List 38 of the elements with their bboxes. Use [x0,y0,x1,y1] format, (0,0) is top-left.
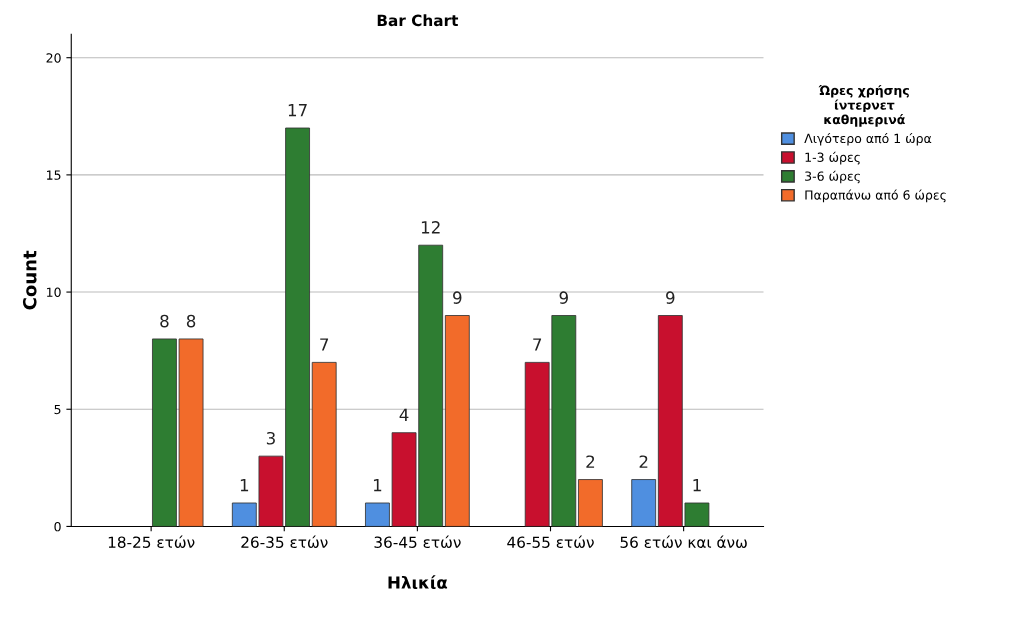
data-label: 17 [288,104,307,117]
data-label: 8 [160,314,169,328]
data-label: 2 [586,455,595,468]
legend-label: Λιγότερο από 1 ώρα [804,132,932,146]
y-tick-label: 20 [46,53,61,63]
y-tick-label: 10 [47,287,61,297]
data-label: 7 [533,338,542,351]
bar [631,479,657,527]
legend-label: 1-3 ώρες [805,151,860,165]
x-tick-label: 46-55 ετών [507,535,594,548]
y-tick-label: 15 [47,170,61,180]
legend-label: Παραπάνω από 6 ώρες [805,189,946,203]
x-tick-label: 18-25 ετών [108,535,195,548]
data-label: 7 [320,338,329,351]
y-tick-label: 0 [54,521,61,532]
chart-title: Bar Chart [377,14,459,27]
x-tick-label: 36-45 ετών [374,535,461,548]
data-label: 9 [666,291,675,304]
data-label: 1 [373,479,382,492]
data-label: 9 [453,291,462,304]
bar [311,361,337,527]
x-axis-title: Ηλικία [388,575,448,589]
bar [444,315,470,527]
data-label: 12 [421,221,440,234]
data-label: 8 [186,314,196,328]
data-label: 1 [240,479,249,492]
data-label: 1 [693,479,701,492]
legend-title: Ώρες χρήσης ίντερνετ καθημερινά [818,84,909,127]
y-axis-title: Count [22,250,37,310]
bar [578,479,603,527]
data-label: 3 [266,431,275,445]
legend-label: 3-6 ώρες [805,170,860,184]
x-tick-label: 26-35 ετών [241,535,328,548]
data-label: 2 [639,455,648,468]
data-label: 4 [399,408,409,421]
x-tick-label: 56 ετών και άνω [620,535,747,548]
y-tick-label: 5 [54,404,61,415]
data-label: 9 [559,291,568,304]
